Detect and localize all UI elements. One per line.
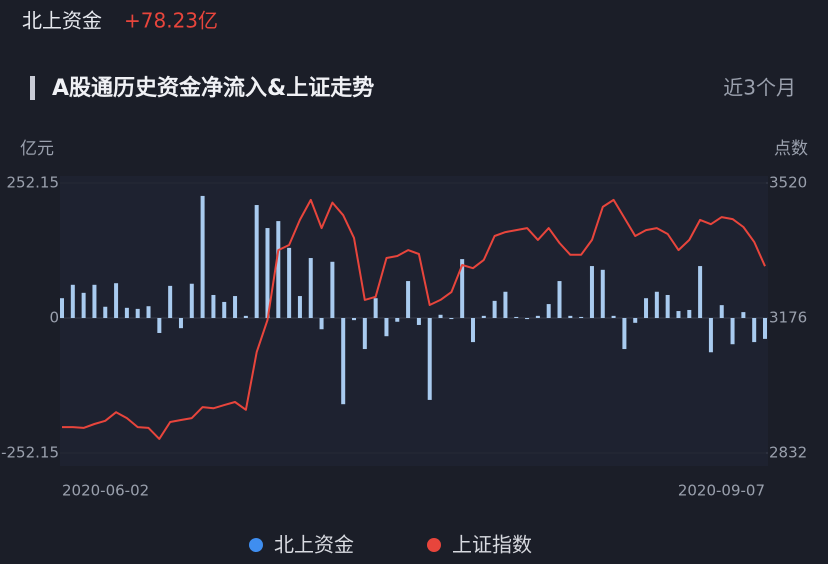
bar	[297, 296, 302, 318]
bar	[427, 318, 432, 400]
legend-label: 上证指数	[452, 533, 532, 557]
period: 近3个月	[723, 76, 796, 100]
bar	[654, 291, 659, 318]
bar	[406, 281, 411, 318]
title-marker	[30, 76, 35, 100]
y2-tick-label: 3176	[769, 309, 807, 327]
bar	[503, 291, 508, 318]
bar	[730, 318, 735, 345]
bar	[719, 305, 724, 318]
bar	[698, 266, 703, 318]
bar	[254, 205, 259, 318]
bar	[579, 316, 584, 318]
legend-marker	[427, 538, 441, 552]
bar	[233, 296, 238, 318]
bar	[741, 312, 746, 318]
bar	[535, 315, 540, 318]
bar	[438, 314, 443, 318]
bar	[395, 318, 400, 322]
bar	[330, 261, 335, 318]
bar	[568, 315, 573, 318]
bar	[362, 318, 367, 350]
bar	[525, 318, 530, 320]
bar	[752, 318, 757, 343]
bar	[514, 316, 519, 318]
bar	[676, 311, 681, 318]
bar	[622, 318, 627, 350]
bar	[81, 292, 86, 318]
chart-title: A股通历史资金净流入&上证走势	[52, 75, 374, 101]
bar	[114, 283, 119, 318]
bar	[308, 258, 313, 318]
bar	[600, 269, 605, 318]
bar	[243, 315, 248, 318]
header-value: +78.23亿	[124, 9, 218, 33]
bar	[416, 318, 421, 325]
y-tick-label: -252.15	[1, 444, 59, 462]
bar	[103, 306, 108, 318]
x-tick-label: 2020-09-07	[678, 482, 765, 500]
bar	[546, 304, 551, 318]
bar	[708, 318, 713, 353]
bar	[70, 284, 75, 318]
bar	[135, 308, 140, 318]
bar	[763, 318, 767, 339]
bar	[124, 307, 129, 318]
bar	[373, 298, 378, 318]
bar	[211, 294, 216, 318]
y2-axis-label: 点数	[774, 139, 808, 159]
y2-tick-label: 2832	[769, 444, 807, 462]
bar	[178, 318, 183, 329]
plot-area	[60, 176, 768, 466]
y-tick-label: 252.15	[7, 174, 60, 192]
y2-tick-label: 3520	[769, 174, 807, 192]
bar	[633, 318, 638, 323]
bar	[265, 228, 270, 318]
bar	[168, 285, 173, 318]
bar	[157, 318, 162, 333]
bar	[352, 318, 357, 321]
bar	[687, 309, 692, 318]
bar	[644, 298, 649, 318]
legend-label: 北上资金	[274, 533, 354, 557]
bar	[557, 281, 562, 318]
bar	[589, 266, 594, 318]
bar	[449, 318, 454, 320]
bar	[287, 247, 292, 318]
bar	[146, 306, 151, 318]
bar	[341, 318, 346, 405]
bar	[60, 298, 64, 318]
bar	[189, 283, 194, 318]
bar	[665, 294, 670, 318]
bar	[611, 315, 616, 318]
bar	[319, 318, 324, 330]
x-tick-label: 2020-06-02	[62, 482, 149, 500]
y-axis-label: 亿元	[20, 139, 54, 159]
y-tick-label: 0	[49, 309, 59, 327]
line	[62, 198, 766, 440]
bar	[481, 315, 486, 318]
bar	[470, 318, 475, 343]
bar	[460, 259, 465, 318]
bar	[384, 318, 389, 337]
header-label: 北上资金	[22, 9, 102, 33]
bar	[92, 284, 97, 318]
bar	[222, 301, 227, 318]
bar	[276, 221, 281, 318]
bar	[200, 195, 205, 318]
legend-marker	[249, 538, 263, 552]
bar	[492, 300, 497, 318]
